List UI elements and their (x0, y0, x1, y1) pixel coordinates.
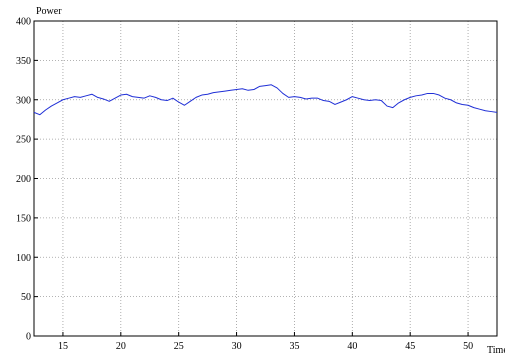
y-tick-label: 0 (26, 332, 31, 343)
x-tick-label: 30 (232, 341, 242, 352)
axis-ticks: 15 20 25 30 35 40 45 50 0 50 100 150 200 250 300 350 400 (16, 17, 473, 353)
x-tick-label: 40 (347, 341, 357, 352)
y-tick-label: 50 (21, 292, 31, 303)
y-tick-label: 300 (16, 95, 31, 106)
x-tick-label: 45 (405, 341, 415, 352)
x-tick-label: 35 (289, 341, 299, 352)
y-tick-label: 200 (16, 174, 31, 185)
y-tick-label: 100 (16, 253, 31, 264)
y-tick-label: 250 (16, 135, 31, 146)
x-tick-label: 15 (58, 341, 68, 352)
grid-lines (34, 21, 497, 336)
x-tick-label: 20 (116, 341, 126, 352)
series-layer (33, 84, 498, 116)
y-axis-label: Power (36, 6, 62, 17)
x-axis-label: Time (487, 345, 505, 354)
x-tick-label: 25 (174, 341, 184, 352)
y-tick-label: 400 (16, 17, 31, 28)
y-tick-label: 150 (16, 213, 31, 224)
y-tick-label: 350 (16, 56, 31, 67)
series-line (33, 84, 498, 116)
x-tick-label: 50 (463, 341, 473, 352)
